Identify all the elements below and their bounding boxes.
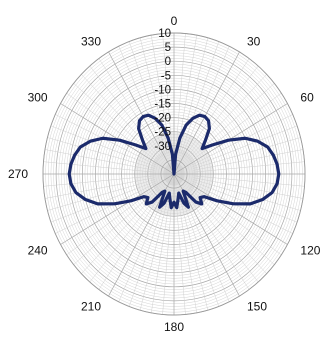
grid-spoke: [186, 65, 259, 158]
grid-spoke: [173, 173, 288, 245]
grid-spoke: [50, 125, 156, 167]
grid-spoke: [180, 41, 220, 155]
grid-spoke: [188, 187, 275, 265]
grid-spoke: [177, 194, 197, 313]
grid-spoke: [118, 46, 166, 155]
grid-spoke: [139, 37, 170, 154]
grid-spoke: [191, 182, 293, 234]
angle-tick-label: 270: [8, 167, 28, 181]
grid-spoke: [193, 149, 304, 171]
grid-spoke: [128, 193, 168, 307]
grid-spoke: [193, 177, 304, 199]
angle-tick-label: 120: [300, 244, 320, 258]
grid-spoke: [89, 65, 162, 158]
radial-tick-label: -5: [161, 70, 171, 82]
grid-spoke: [180, 193, 220, 307]
grid-spoke: [44, 177, 155, 199]
grid-spoke: [192, 137, 301, 169]
grid-spoke: [139, 194, 170, 311]
grid-spoke: [175, 195, 186, 315]
grid-spoke: [44, 149, 155, 171]
grid-spoke: [98, 58, 163, 157]
angle-tick-label: 210: [81, 300, 101, 314]
grid-spoke: [186, 190, 259, 283]
grid-spoke: [193, 175, 305, 187]
grid-spoke: [162, 33, 173, 153]
grid-spoke: [60, 173, 175, 245]
grid-spoke: [43, 161, 155, 173]
grid-spoke: [47, 179, 156, 211]
grid-spoke: [173, 51, 240, 175]
grid-spoke: [151, 194, 171, 313]
grid-spoke: [192, 125, 298, 167]
radial-tick-label: -20: [154, 113, 171, 125]
angle-tick-label: 300: [28, 91, 48, 105]
grid-spoke: [192, 179, 301, 211]
grid-spoke: [178, 37, 209, 154]
angle-tick-labels: 0306090120150180210240270300330: [8, 14, 320, 334]
grid-spoke: [81, 74, 161, 160]
grid-spoke: [98, 191, 163, 290]
plot-border: [42, 32, 306, 316]
grid-spoke: [187, 74, 267, 160]
grid-spoke: [128, 41, 168, 155]
radial-tick-label: -25: [154, 127, 171, 139]
grid-spoke: [192, 181, 298, 223]
radial-tick-labels: 10 5 0 -5 -10 -15 -20 -25 -30: [154, 28, 171, 153]
grid-spoke: [73, 187, 160, 265]
grid-spoke: [108, 51, 175, 175]
angle-tick-label: 180: [164, 320, 184, 334]
angle-tick-label: 330: [81, 35, 101, 49]
radial-tick-label: 10: [158, 28, 171, 40]
grid-spoke: [182, 46, 230, 155]
grid-spoke: [66, 92, 159, 163]
grid-spoke: [182, 193, 230, 302]
grid-spoke: [175, 33, 186, 153]
pattern-series-line: [67, 113, 281, 210]
grid-spoke: [43, 175, 155, 187]
grid-spoke: [185, 191, 250, 290]
grid-spoke: [185, 58, 250, 157]
angle-tick-label: 0: [171, 14, 178, 28]
grid-spoke: [47, 137, 156, 169]
grid-spoke: [50, 181, 156, 223]
grid-spoke: [193, 161, 305, 173]
grid-spoke: [89, 190, 162, 283]
radial-tick-label: 5: [165, 42, 171, 54]
grid-spoke: [118, 193, 166, 302]
radial-tick-label: -15: [154, 99, 171, 111]
grid-spoke: [189, 92, 282, 163]
radial-tick-label: -10: [154, 84, 171, 96]
radial-tick-label: 0: [165, 56, 171, 68]
grid-spoke: [178, 194, 209, 311]
angle-tick-label: 150: [247, 300, 267, 314]
grid-spoke: [55, 182, 157, 234]
angle-tick-label: 30: [247, 35, 261, 49]
grid-spoke: [162, 195, 173, 315]
angle-tick-label: 240: [28, 244, 48, 258]
radial-tick-label: -30: [154, 141, 171, 153]
angle-tick-label: 60: [300, 91, 314, 105]
polar-grid: [42, 32, 306, 316]
